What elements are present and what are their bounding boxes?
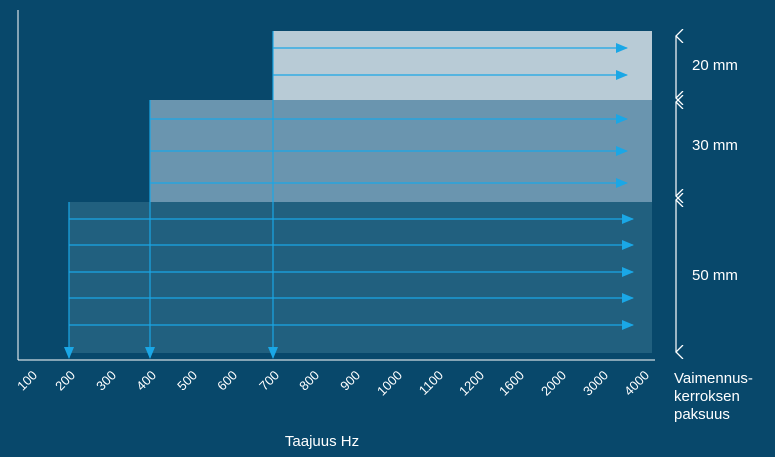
x-tick-label: 600	[214, 368, 240, 394]
layer-20mm-region	[273, 31, 652, 100]
x-tick-label: 1100	[416, 368, 446, 398]
x-tick-label: 200	[52, 368, 78, 394]
x-tick-labels: 100 200 300 400 500 600 700 800 900 1000…	[14, 368, 652, 399]
thickness-caption: Vaimennus- kerroksen paksuus	[674, 370, 753, 424]
x-tick-label: 1000	[374, 368, 405, 399]
layer-50mm-region	[69, 202, 652, 353]
x-tick-label: 4000	[621, 368, 652, 399]
x-tick-label: 400	[133, 368, 159, 394]
layer-20mm-label: 20 mm	[692, 57, 738, 74]
x-tick-label: 500	[174, 368, 200, 394]
x-tick-label: 700	[256, 368, 282, 394]
thickness-caption-line-2: kerroksen	[674, 388, 740, 405]
layer-30mm-label: 30 mm	[692, 137, 738, 154]
x-axis-title: Taajuus Hz	[285, 433, 359, 450]
x-tick-label: 1600	[496, 368, 527, 399]
thickness-caption-line-3: paksuus	[674, 406, 730, 423]
x-tick-label: 100	[14, 368, 40, 394]
x-tick-label: 300	[93, 368, 119, 394]
x-tick-label: 800	[296, 368, 322, 394]
x-tick-label: 3000	[580, 368, 611, 399]
x-tick-label: 900	[337, 368, 363, 394]
x-tick-label: 2000	[538, 368, 569, 399]
layer-50mm-label: 50 mm	[692, 267, 738, 284]
thickness-caption-line-1: Vaimennus-	[674, 370, 753, 387]
x-tick-label: 1200	[456, 368, 487, 399]
